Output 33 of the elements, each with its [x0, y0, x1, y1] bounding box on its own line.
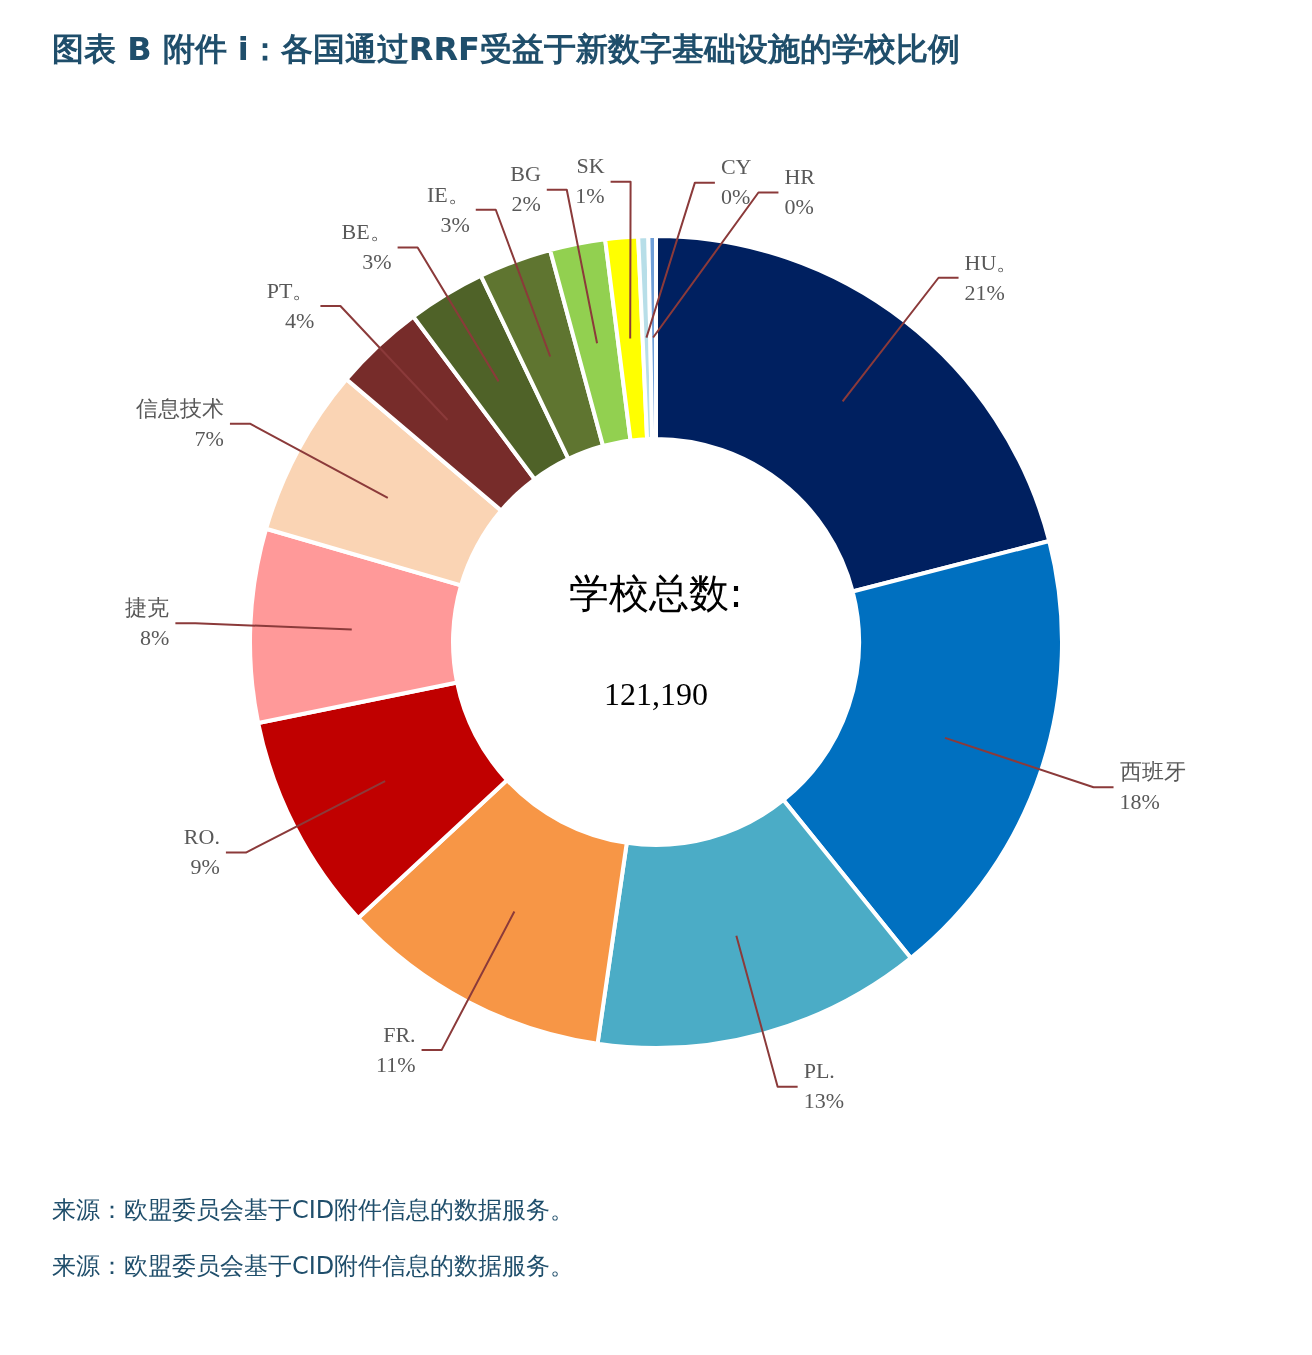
slice-label: CY — [720, 154, 752, 180]
slice-label: FR. — [383, 1021, 416, 1047]
slice-label: HU。 — [964, 249, 1019, 275]
data-label: 21% — [964, 279, 1005, 305]
text: 学校总数: — [569, 570, 743, 617]
text: 121,190 — [604, 676, 708, 713]
data-label: 3% — [362, 249, 392, 275]
data-label: 11% — [376, 1051, 416, 1077]
slice-label: IE。 — [427, 181, 470, 207]
data-label: 13% — [803, 1088, 844, 1114]
data-label: 3% — [440, 211, 470, 237]
data-label: 4% — [285, 307, 315, 333]
data-label: 9% — [190, 854, 220, 880]
source-note: 来源：欧盟委员会基于CID附件信息的数据服务。 — [51, 1195, 576, 1226]
data-label: 18% — [1119, 788, 1160, 814]
data-label: 8% — [140, 624, 170, 650]
data-label: 0% — [784, 194, 814, 220]
slice-label: 西班牙 — [1119, 758, 1186, 784]
slice-label: BE。 — [341, 219, 392, 245]
slice-label: RO. — [183, 824, 220, 850]
data-label: 1% — [575, 183, 605, 209]
slice-label: HR — [784, 164, 816, 190]
slice-label: PT。 — [266, 277, 315, 303]
slice-label: 捷克 — [125, 594, 170, 620]
slice-label: 信息技术 — [135, 395, 224, 421]
data-label: 7% — [194, 425, 224, 451]
source-note: 来源：欧盟委员会基于CID附件信息的数据服务。 — [51, 1251, 576, 1282]
slice-label: PL. — [803, 1058, 835, 1084]
chart-title: 图表 B 附件 i：各国通过RRF受益于新数字基础设施的学校比例 — [51, 29, 961, 70]
data-label: 2% — [511, 191, 541, 217]
slice-label: SK — [576, 153, 605, 179]
data-label: 0% — [720, 184, 751, 210]
slice-label: BG — [510, 161, 541, 187]
